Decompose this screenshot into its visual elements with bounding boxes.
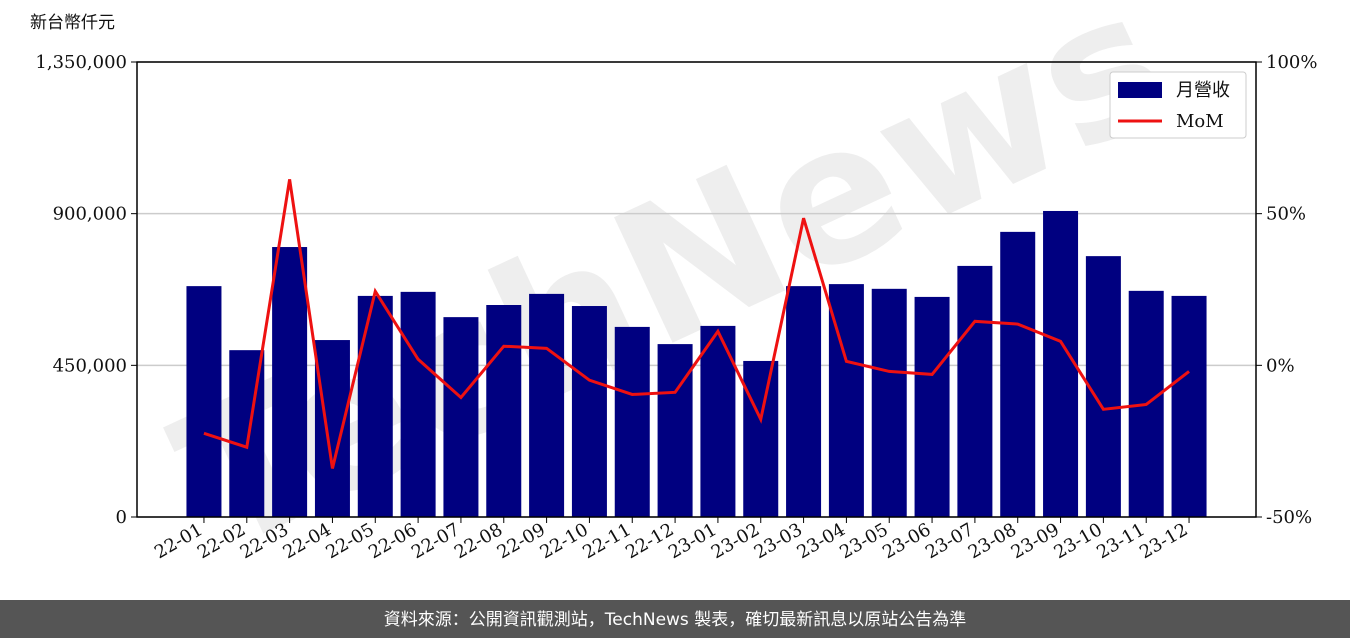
bar (529, 293, 565, 517)
y2-tick-label: -50% (1266, 507, 1312, 528)
bar (357, 295, 393, 517)
y-tick-label: 900,000 (53, 204, 127, 225)
bar (571, 306, 607, 517)
bar (914, 296, 950, 517)
y2-tick-label: 50% (1266, 204, 1306, 225)
footer-bar (0, 600, 1350, 638)
bar (186, 286, 222, 517)
y-tick-label: 0 (116, 507, 127, 528)
x-tick-label: 22-10 (536, 519, 591, 563)
y2-tick-label: 0% (1266, 355, 1295, 376)
x-tick-label: 22-12 (622, 519, 677, 563)
x-tick-label: 22-07 (408, 519, 463, 563)
x-tick-label: 23-08 (965, 519, 1020, 563)
x-tick-label: 23-02 (708, 519, 763, 563)
bar (443, 317, 479, 517)
bar (1171, 295, 1207, 517)
legend-label: 月營收 (1176, 80, 1230, 101)
y-tick-label: 450,000 (53, 355, 127, 376)
bar (1085, 256, 1121, 517)
bar (743, 360, 779, 517)
plot-frame (136, 61, 1257, 518)
bar (272, 247, 308, 518)
x-tick-label: 23-05 (836, 519, 891, 563)
x-tick-label: 23-11 (1093, 519, 1148, 563)
x-tick-label: 22-11 (579, 519, 634, 563)
bar (786, 286, 822, 517)
legend-swatch (1118, 82, 1162, 98)
bar (657, 344, 693, 517)
bar (1000, 231, 1036, 517)
legend-label: MoM (1176, 111, 1224, 132)
x-tick-label: 23-09 (1008, 519, 1063, 563)
y-axis-label: 新台幣仟元 (30, 13, 115, 33)
bar (314, 340, 350, 517)
x-tick-label: 23-10 (1050, 519, 1105, 563)
x-tick-label: 23-06 (879, 519, 934, 563)
x-tick-label: 22-01 (151, 519, 206, 563)
x-tick-label: 22-09 (494, 519, 549, 563)
bar (871, 288, 907, 517)
y2-tick-label: 100% (1266, 52, 1317, 73)
y-tick-label: 1,350,000 (35, 52, 127, 73)
x-tick-label: 23-04 (793, 519, 848, 563)
bar (957, 265, 993, 517)
x-tick-label: 23-07 (922, 519, 977, 563)
footer: 資料來源：公開資訊觀測站，TechNews 製表，確切最新訊息以原站公告為準 (384, 610, 966, 630)
bar (400, 291, 436, 517)
bar (486, 305, 522, 517)
x-tick-label: 23-03 (751, 519, 806, 563)
bar (1043, 210, 1079, 517)
bar (614, 326, 650, 517)
x-tick-label: 23-12 (1136, 519, 1191, 563)
x-tick-label: 22-08 (451, 519, 506, 563)
x-tick-label: 23-01 (665, 519, 720, 563)
line (203, 179, 1190, 469)
